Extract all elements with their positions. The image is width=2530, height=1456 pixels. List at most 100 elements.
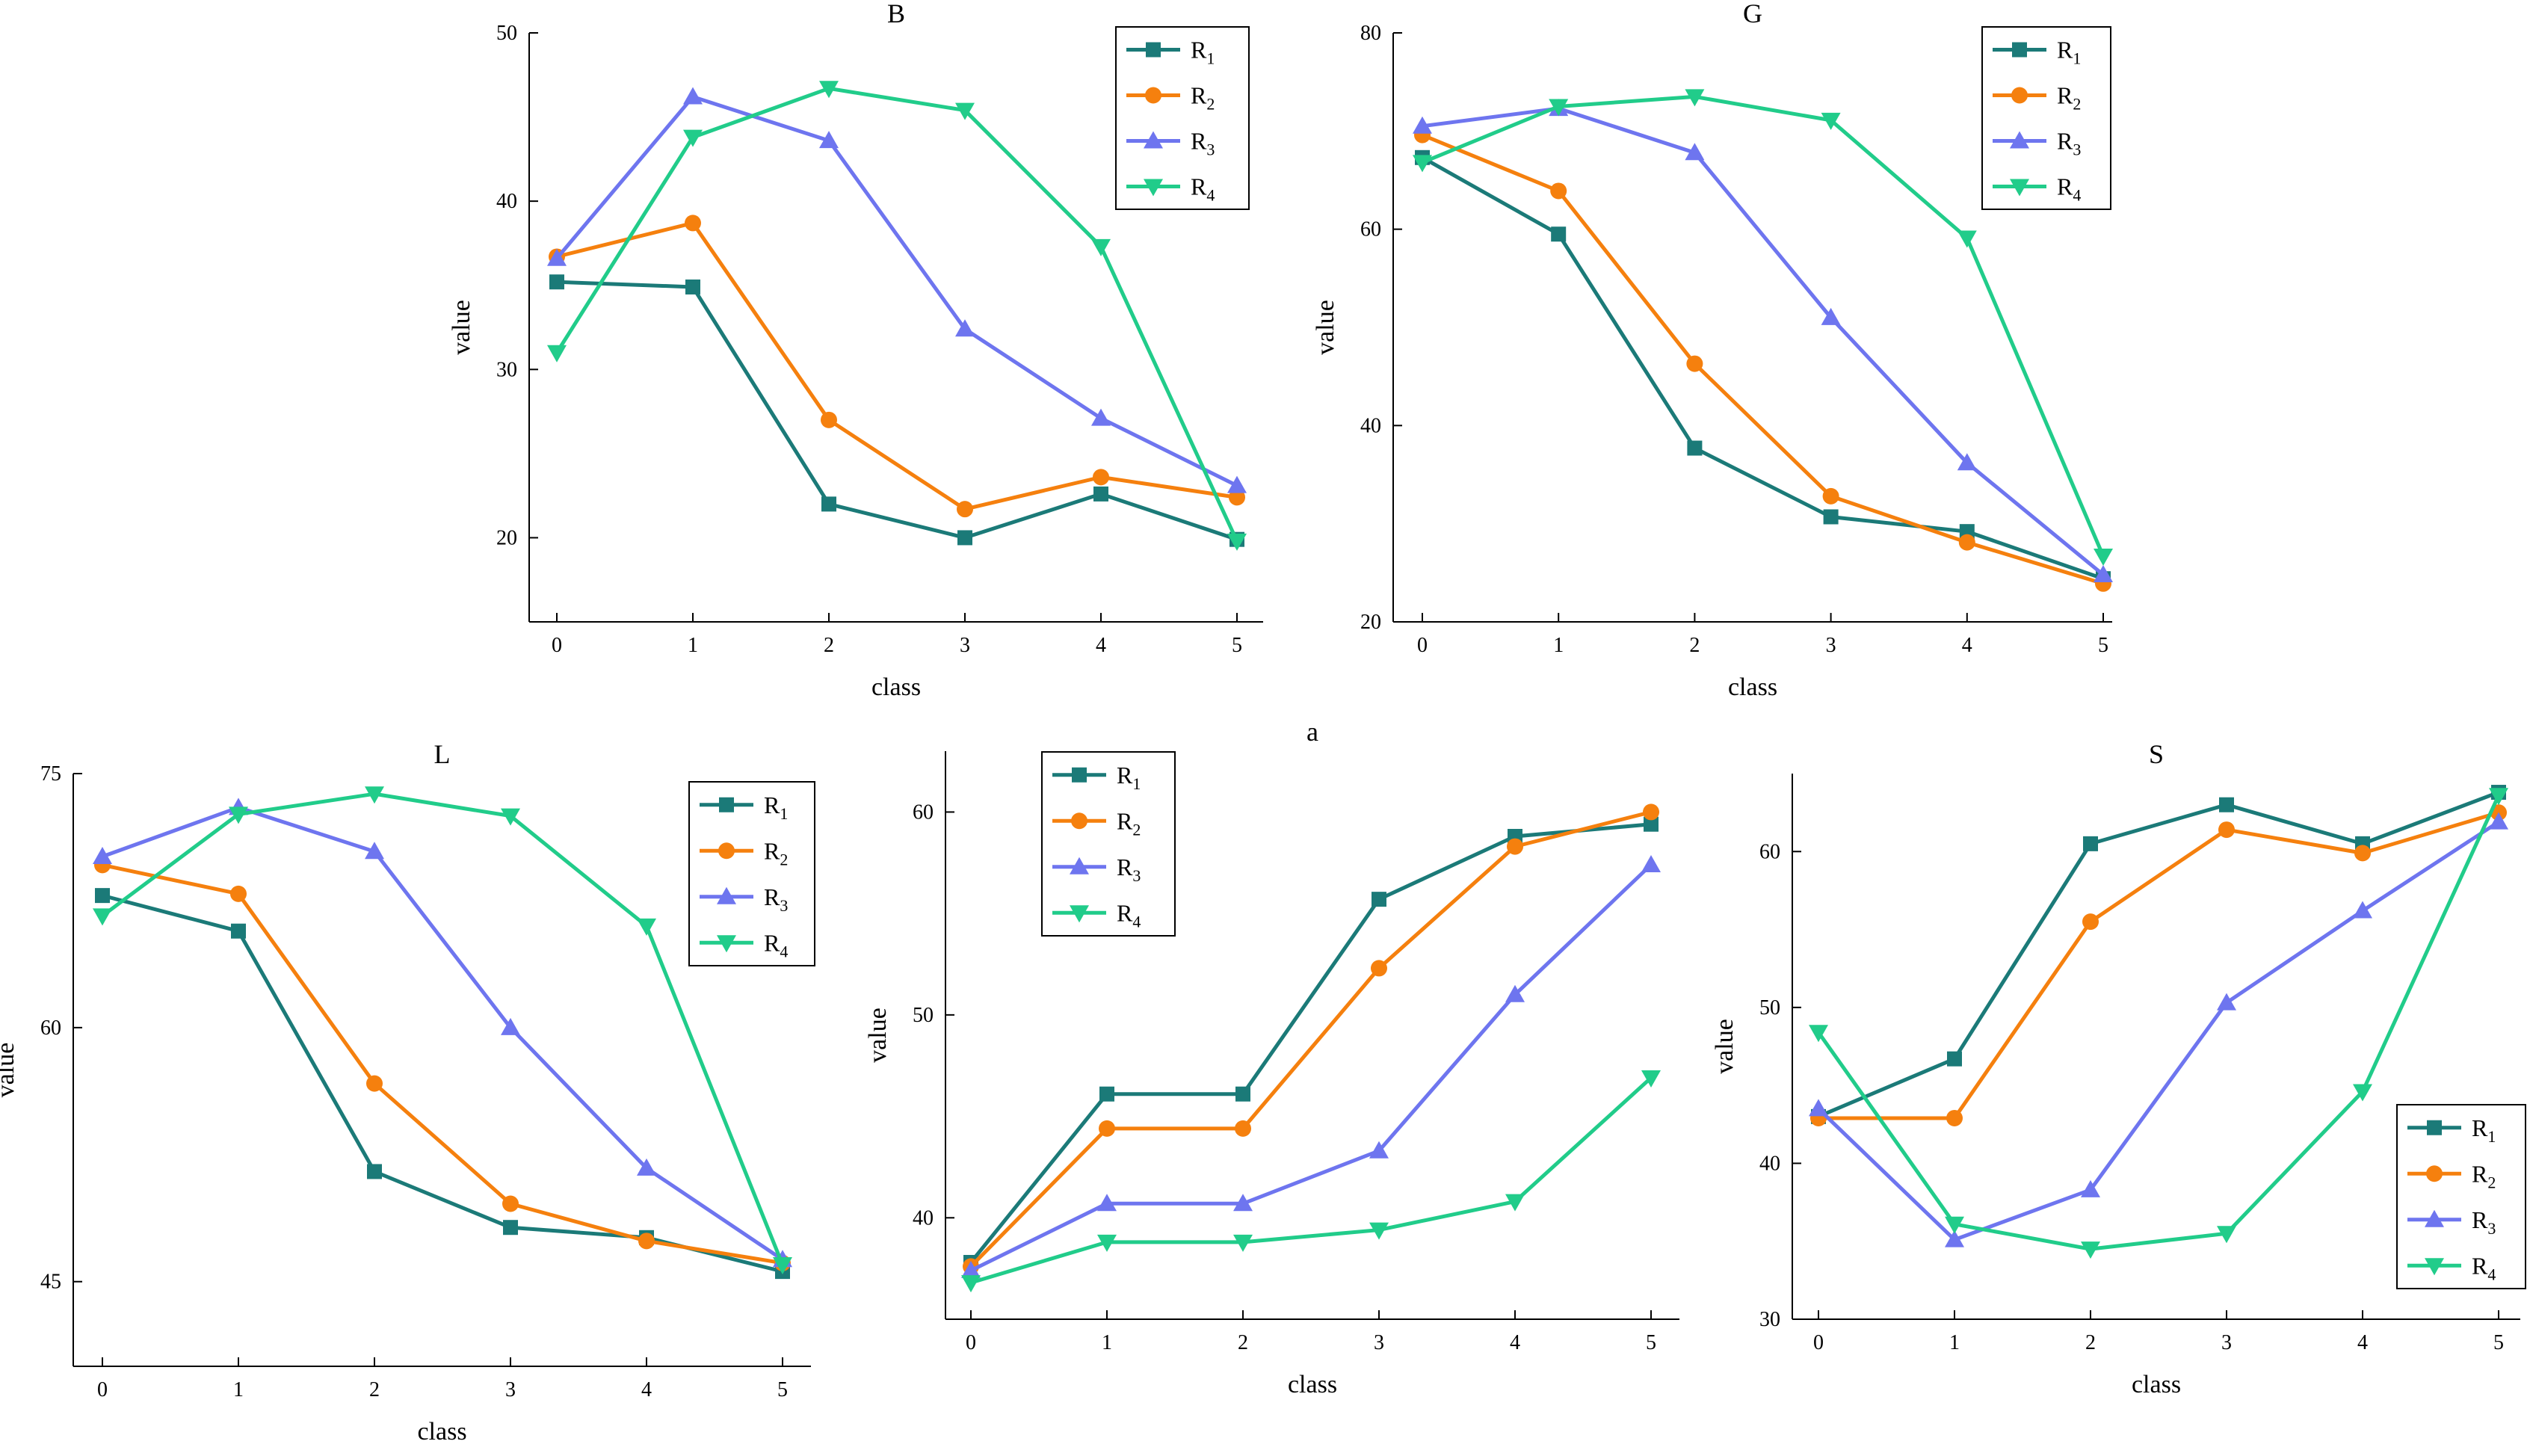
x-tick-label: 5 [2493,1331,2504,1354]
data-point-r2 [1550,182,1567,200]
x-axis-label: class [417,1418,466,1446]
x-tick-label: 4 [1510,1331,1520,1354]
data-point-r4 [1227,533,1247,551]
data-point-r2 [821,411,837,428]
data-point-r2 [638,1233,655,1250]
y-tick-label: 50 [496,22,517,45]
y-tick-label: 60 [1759,840,1780,863]
data-point-r2 [1958,534,1975,551]
legend-marker-r2 [1145,87,1161,104]
legend-marker-r4 [2010,179,2029,197]
y-axis-label: value [864,1008,892,1063]
data-point-r4 [1097,1234,1117,1252]
y-tick-label: 60 [913,801,934,824]
chart-title: G [1743,0,1762,28]
data-point-r1 [2083,836,2098,851]
x-tick-label: 4 [641,1378,652,1401]
data-point-r3 [955,319,975,337]
data-point-r1 [957,530,972,546]
data-point-r3 [1505,984,1525,1002]
x-tick-label: 1 [1553,634,1564,657]
y-axis-label: value [1711,1019,1738,1074]
y-tick-label: 45 [40,1271,61,1294]
data-point-r3 [2353,901,2372,919]
data-point-r3 [1685,143,1705,161]
data-point-r2 [1229,489,1245,506]
x-tick-label: 2 [1238,1331,1248,1354]
x-tick-label: 4 [1962,634,1972,657]
y-tick-label: 40 [496,190,517,213]
x-axis-label: class [1728,673,1777,701]
legend-box [2396,1104,2526,1289]
chart-title: S [2149,739,2164,769]
legend-marker-r4 [2425,1258,2444,1276]
data-point-r4 [1413,155,1432,173]
y-tick-label: 20 [496,526,517,549]
data-point-r3 [2217,993,2236,1011]
x-tick-label: 0 [1417,634,1428,657]
legend-marker-r1 [2012,42,2027,58]
data-point-r4 [2353,1084,2372,1102]
data-point-r1 [1687,440,1703,456]
data-point-r3 [1091,408,1111,426]
data-point-r1 [1099,1086,1114,1102]
data-point-r1 [1372,892,1386,907]
x-tick-label: 2 [1689,634,1700,657]
data-point-r2 [957,501,973,518]
y-tick-label: 20 [1360,611,1381,634]
y-tick-label: 75 [40,762,61,786]
x-tick-label: 3 [1826,634,1836,657]
data-point-r4 [773,1257,792,1275]
chart-title: a [1306,717,1318,747]
data-point-r3 [1233,1194,1253,1212]
data-point-r1 [95,888,110,904]
data-point-r4 [229,806,248,824]
data-point-r2 [1235,1120,1251,1137]
data-point-r2 [366,1075,383,1092]
series-line-r3 [555,95,1238,487]
legend-marker-r4 [717,935,736,953]
x-tick-label: 3 [2221,1331,2232,1354]
legend-marker-r1 [1072,767,1087,783]
series-line-r3 [969,863,1653,1273]
series-line-r2 [556,220,1238,511]
x-tick-label: 0 [552,634,562,657]
data-point-r4 [1821,112,1841,130]
data-point-r1 [685,279,700,294]
y-tick-label: 50 [1759,996,1780,1019]
data-point-r3 [2081,1179,2100,1197]
data-point-r1 [503,1220,518,1236]
data-point-r4 [365,786,384,804]
data-point-r3 [2094,564,2113,582]
data-point-r2 [230,885,247,902]
legend-marker-r3 [717,886,736,904]
data-point-r3 [637,1158,656,1176]
legend-box [1041,751,1176,937]
data-point-r4 [961,1275,981,1293]
data-point-r1 [549,274,564,290]
legend-marker-r1 [2427,1120,2442,1135]
legend-marker-r2 [2011,87,2028,104]
data-point-r4 [2081,1241,2100,1259]
data-point-r2 [1371,960,1387,977]
x-tick-label: 5 [777,1378,788,1401]
series-line-r4 [1422,94,2105,557]
data-point-r2 [1686,355,1703,372]
data-point-r2 [1093,469,1109,486]
series-line-r1 [1421,155,2104,581]
x-tick-label: 5 [1646,1331,1656,1354]
series-line-r1 [556,280,1238,542]
data-point-r2 [1643,803,1659,821]
data-point-r4 [1641,1070,1661,1088]
data-point-r4 [683,129,703,147]
data-point-r3 [961,1260,981,1278]
data-point-r1 [1551,226,1567,242]
data-point-r4 [819,81,839,99]
data-point-r4 [501,808,520,826]
